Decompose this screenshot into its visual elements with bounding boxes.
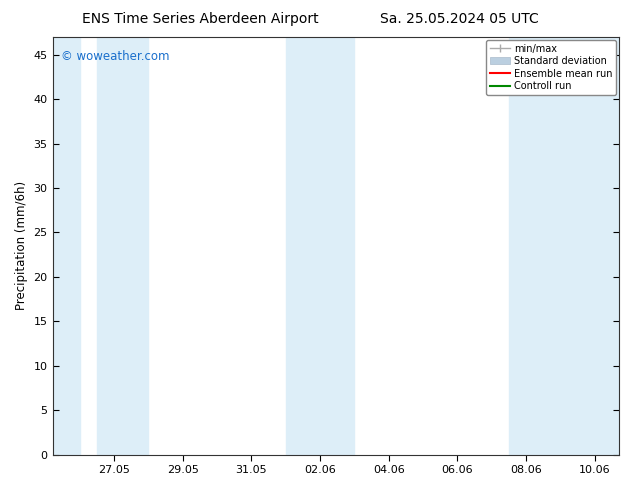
Text: Sa. 25.05.2024 05 UTC: Sa. 25.05.2024 05 UTC [380, 12, 539, 26]
Bar [286, 37, 354, 455]
Bar [97, 37, 148, 455]
Y-axis label: Precipitation (mm/6h): Precipitation (mm/6h) [15, 181, 28, 310]
Bar [509, 37, 619, 455]
Text: ENS Time Series Aberdeen Airport: ENS Time Series Aberdeen Airport [82, 12, 319, 26]
Text: © woweather.com: © woweather.com [61, 49, 169, 63]
Legend: min/max, Standard deviation, Ensemble mean run, Controll run: min/max, Standard deviation, Ensemble me… [486, 40, 616, 95]
Bar [53, 37, 80, 455]
